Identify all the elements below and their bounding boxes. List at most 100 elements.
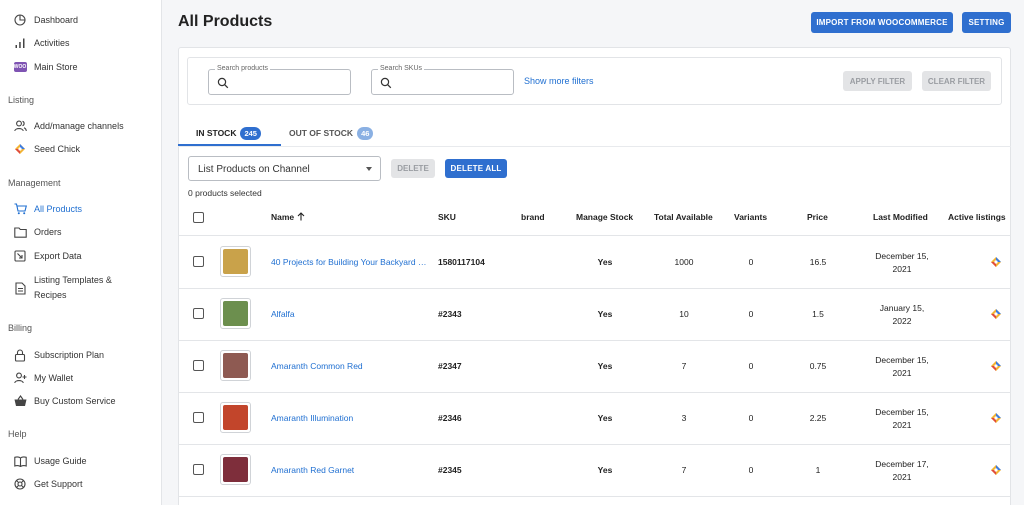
row-checkbox[interactable] — [193, 360, 204, 371]
product-last-modified-date: December 15, — [875, 251, 929, 261]
active-tab-indicator — [178, 144, 281, 146]
nav-activities[interactable]: Activities — [0, 32, 162, 54]
product-last-modified-date: January 15, — [879, 303, 925, 313]
product-manage-stock: Yes — [597, 257, 613, 267]
tab-out-of-stock-label: OUT OF STOCK — [289, 128, 354, 138]
import-from-woocommerce-button[interactable]: IMPORT FROM WOOCOMMERCE — [811, 12, 953, 33]
product-thumbnail[interactable] — [220, 402, 251, 433]
nav-listing-templates[interactable]: Listing Templates & Recipes — [0, 271, 162, 305]
product-last-modified-year: 2021 — [892, 472, 912, 482]
active-listing-icon[interactable] — [990, 308, 1002, 320]
product-thumbnail[interactable] — [220, 350, 251, 381]
product-image — [223, 353, 248, 378]
delete-button[interactable]: DELETE — [391, 159, 435, 178]
search-products-input[interactable]: Search products — [208, 65, 351, 95]
product-thumbnail[interactable] — [220, 298, 251, 329]
setting-button[interactable]: SETTING — [962, 12, 1011, 33]
row-checkbox[interactable] — [193, 412, 204, 423]
row-divider — [178, 340, 1011, 341]
product-variants: 0 — [748, 413, 754, 423]
product-manage-stock: Yes — [597, 413, 613, 423]
product-last-modified-date: December 15, — [875, 355, 929, 365]
bar-chart-icon — [13, 36, 27, 50]
product-name-link[interactable]: 40 Projects for Building Your Backyard H… — [271, 257, 428, 267]
apply-filter-button[interactable]: APPLY FILTER — [843, 71, 912, 91]
product-variants: 0 — [748, 257, 754, 267]
product-total-available: 3 — [681, 413, 687, 423]
product-thumbnail[interactable] — [220, 454, 251, 485]
row-checkbox[interactable] — [193, 256, 204, 267]
search-skus-input[interactable]: Search SKUs — [371, 65, 514, 95]
product-manage-stock: Yes — [597, 465, 613, 475]
nav-seed-chick-label: Seed Chick — [34, 143, 81, 154]
product-total-available: 7 — [681, 465, 687, 475]
nav-export-data-label: Export Data — [34, 250, 82, 261]
nav-my-wallet[interactable]: My Wallet — [0, 367, 162, 389]
nav-buy-custom-service[interactable]: Buy Custom Service — [0, 390, 162, 412]
nav-activities-label: Activities — [34, 37, 70, 48]
row-divider — [178, 392, 1011, 393]
product-total-available: 7 — [681, 361, 687, 371]
products-card — [178, 47, 1011, 505]
nav-usage-guide[interactable]: Usage Guide — [0, 450, 162, 472]
selected-count-text: 0 products selected — [188, 188, 262, 198]
delete-all-button[interactable]: DELETE ALL — [445, 159, 507, 178]
nav-export-data[interactable]: Export Data — [0, 245, 162, 267]
column-name[interactable]: Name — [271, 212, 305, 222]
product-last-modified-year: 2022 — [892, 316, 912, 326]
column-sku: SKU — [438, 212, 456, 222]
nav-seed-chick[interactable]: Seed Chick — [0, 138, 162, 160]
product-variants: 0 — [748, 361, 754, 371]
active-listing-icon[interactable] — [990, 464, 1002, 476]
product-price: 16.5 — [809, 257, 827, 267]
nav-listing-templates-label: Listing Templates & — [34, 275, 112, 285]
select-all-checkbox[interactable] — [193, 212, 204, 223]
bulk-action-select[interactable]: List Products on Channel — [188, 156, 381, 181]
product-last-modified: December 15, 2021 — [872, 354, 932, 380]
show-more-filters-link[interactable]: Show more filters — [524, 76, 594, 86]
row-checkbox[interactable] — [193, 464, 204, 475]
nav-buy-custom-service-label: Buy Custom Service — [34, 395, 116, 406]
product-last-modified: December 15, 2021 — [872, 406, 932, 432]
product-sku: #2346 — [438, 413, 462, 423]
tab-in-stock[interactable]: IN STOCK 245 — [196, 120, 261, 146]
nav-subscription-plan[interactable]: Subscription Plan — [0, 344, 162, 366]
nav-get-support[interactable]: Get Support — [0, 473, 162, 495]
active-listing-icon[interactable] — [990, 360, 1002, 372]
product-name-link[interactable]: Amaranth Red Garnet — [271, 465, 355, 475]
nav-orders[interactable]: Orders — [0, 221, 162, 243]
row-divider — [178, 496, 1011, 497]
product-name-link[interactable]: Alfalfa — [271, 309, 295, 319]
active-listing-icon[interactable] — [990, 412, 1002, 424]
tab-divider — [178, 146, 1011, 147]
row-divider — [178, 444, 1011, 445]
tab-out-of-stock[interactable]: OUT OF STOCK 46 — [289, 120, 374, 146]
nav-dashboard[interactable]: Dashboard — [0, 9, 162, 31]
search-skus-label: Search SKUs — [378, 65, 425, 72]
nav-all-products[interactable]: All Products — [0, 198, 162, 220]
nav-dashboard-label: Dashboard — [34, 14, 79, 25]
column-variants: Variants — [734, 212, 768, 222]
product-name-link[interactable]: Amaranth Illumination — [271, 413, 354, 423]
product-image — [223, 301, 248, 326]
product-price: 1.5 — [812, 309, 824, 319]
column-last-modified: Last Modified — [873, 212, 928, 222]
clear-filter-button[interactable]: CLEAR FILTER — [922, 71, 991, 91]
nav-main-store[interactable]: WOO Main Store — [0, 56, 162, 78]
product-image — [223, 249, 248, 274]
product-manage-stock: Yes — [597, 309, 613, 319]
nav-add-manage-channels[interactable]: Add/manage channels — [0, 115, 162, 137]
product-last-modified-date: December 17, — [875, 459, 929, 469]
sidebar: Dashboard Activities WOO Main Store List… — [0, 0, 162, 505]
nav-get-support-label: Get Support — [34, 478, 83, 489]
product-name-link[interactable]: Amaranth Common Red — [271, 361, 363, 371]
column-total-available: Total Available — [654, 212, 713, 222]
product-sku: #2345 — [438, 465, 462, 475]
product-thumbnail[interactable] — [220, 246, 251, 277]
header-divider — [178, 235, 1011, 236]
row-checkbox[interactable] — [193, 308, 204, 319]
support-icon — [13, 477, 27, 491]
arrow-up-icon — [297, 212, 304, 221]
active-listing-icon[interactable] — [990, 256, 1002, 268]
dashboard-icon — [13, 13, 27, 27]
